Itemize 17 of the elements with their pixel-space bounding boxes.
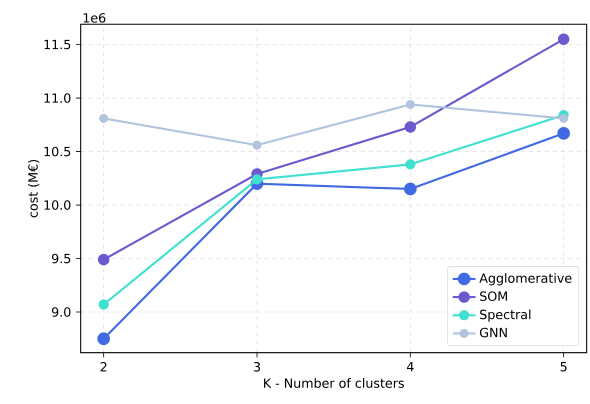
y-tick-label: 11.5 [44, 40, 70, 50]
y-tick-label: 11.0 [44, 93, 70, 103]
x-axis-title: K - Number of clusters [264, 378, 404, 388]
x-tick-label: 5 [560, 362, 567, 372]
y-tick-label: 10.0 [44, 200, 70, 210]
y-axis-title: cost (M€) [28, 160, 40, 218]
legend-label: Spectral [480, 309, 530, 322]
text: 1e6 [84, 13, 106, 23]
x-tick-label: 2 [100, 362, 106, 372]
x-tick-label: 4 [406, 362, 414, 372]
legend-label: SOM [480, 291, 507, 301]
y-tick-label: 9.5 [52, 254, 70, 264]
x-tick-label: 3 [254, 362, 260, 372]
legend-label: GNN [480, 328, 507, 338]
legend-label: Agglomerative [479, 273, 572, 286]
y-tick-label: 10.5 [44, 146, 70, 156]
y-tick-label: 9.0 [52, 307, 70, 317]
